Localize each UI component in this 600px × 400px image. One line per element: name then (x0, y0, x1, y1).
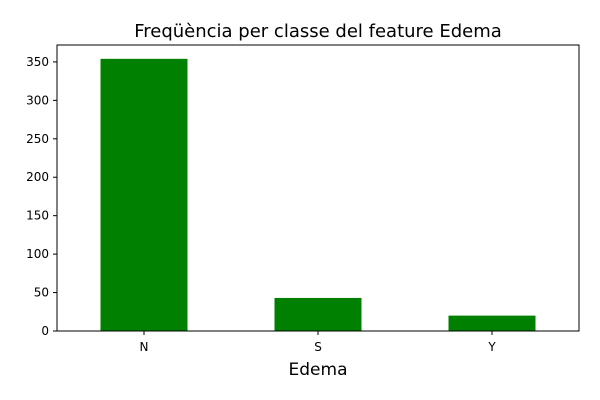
x-tick-label-Y: Y (487, 340, 496, 354)
x-axis-title: Edema (289, 360, 348, 380)
bar-Y (448, 315, 536, 331)
y-tick-label: 50 (34, 286, 49, 300)
chart-title: Freqüència per classe del feature Edema (134, 21, 502, 42)
y-tick-label: 0 (41, 324, 49, 338)
y-tick-label: 200 (26, 170, 49, 184)
y-tick-label: 100 (26, 247, 49, 261)
bars-group (100, 58, 536, 332)
bar-N (100, 58, 188, 332)
y-tick-label: 350 (26, 55, 49, 69)
x-tick-label-N: N (140, 340, 149, 354)
plot-frame (56, 44, 580, 332)
y-tick-label: 250 (26, 132, 49, 146)
y-tick-label: 150 (26, 209, 49, 223)
bar-S (274, 297, 362, 331)
y-tick-label: 300 (26, 93, 49, 107)
y-axis-ticks: 0 50 100 150 200 250 300 350 (26, 55, 57, 338)
x-tick-label-S: S (314, 340, 322, 354)
